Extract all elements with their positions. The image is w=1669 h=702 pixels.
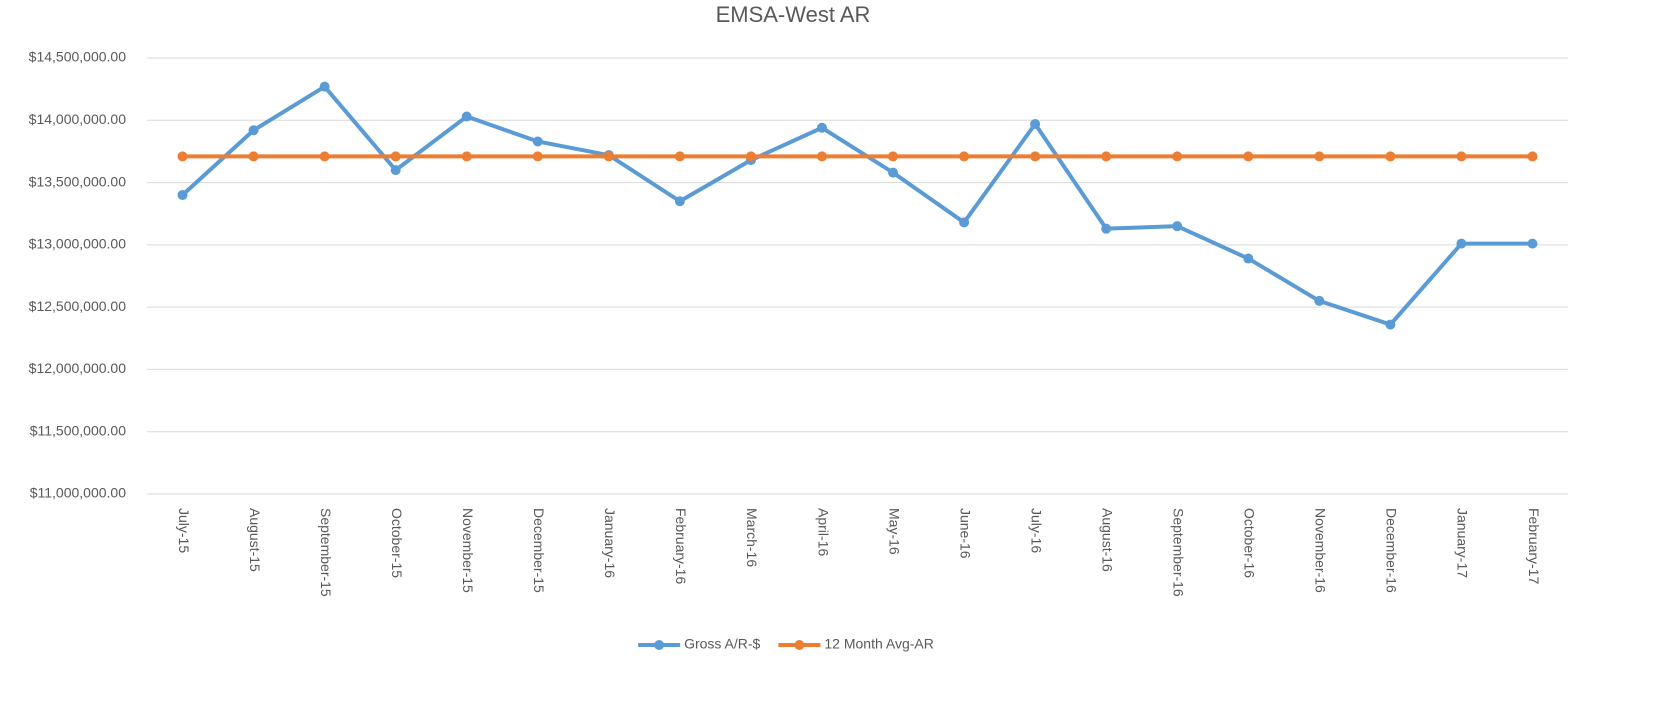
x-tick-label: August-16 [1099, 508, 1115, 572]
point [1385, 151, 1396, 162]
x-tick-label: December-16 [1384, 508, 1400, 593]
point [1030, 151, 1041, 162]
point [1030, 119, 1041, 130]
x-tick-label: July-15 [176, 508, 192, 553]
point [1243, 151, 1254, 162]
point [959, 151, 970, 162]
legend-marker [654, 640, 665, 650]
point [1527, 151, 1538, 162]
y-tick-label: $14,000,000.00 [29, 111, 127, 127]
y-tick-label: $11,000,000.00 [30, 485, 126, 501]
y-tick-label: $13,500,000.00 [29, 173, 127, 189]
point [888, 151, 899, 162]
point [532, 136, 543, 147]
point [319, 81, 330, 92]
point [745, 151, 756, 162]
x-tick-label: April-16 [815, 508, 831, 556]
y-tick-label: $12,000,000.00 [29, 360, 127, 376]
point [1314, 151, 1325, 162]
point [390, 151, 401, 162]
point [177, 190, 188, 201]
x-tick-label: January-16 [602, 508, 618, 578]
x-tick-label: September-15 [318, 508, 334, 597]
x-tick-label: February-17 [1526, 508, 1542, 584]
point [461, 151, 472, 162]
point [1101, 151, 1112, 162]
x-tick-label: March-16 [744, 508, 760, 567]
x-tick-label: October-16 [1242, 508, 1258, 578]
point [1172, 151, 1183, 162]
x-tick-label: December-15 [531, 508, 547, 593]
y-tick-label: $12,500,000.00 [29, 298, 127, 314]
point [674, 151, 685, 162]
point [1456, 238, 1467, 249]
x-tick-label: January-17 [1455, 508, 1471, 578]
point [888, 167, 899, 178]
x-tick-label: July-16 [1028, 508, 1044, 553]
series-line [181, 84, 1533, 327]
point [461, 111, 472, 122]
chart-title: EMSA-West AR [716, 2, 871, 27]
point [816, 122, 827, 133]
legend-marker [794, 640, 805, 650]
point [959, 217, 970, 228]
legend-label: 12 Month Avg-AR [824, 636, 933, 652]
legend-label: Gross A/R-$ [684, 636, 760, 652]
x-tick-label: October-15 [389, 508, 405, 578]
point [1385, 319, 1396, 330]
x-tick-label: May-16 [886, 508, 902, 555]
point [603, 151, 614, 162]
point [177, 151, 188, 162]
point [1243, 253, 1254, 264]
point [816, 151, 827, 162]
x-tick-label: September-16 [1171, 508, 1187, 597]
point [532, 151, 543, 162]
x-tick-label: November-16 [1313, 508, 1329, 593]
point [674, 196, 685, 207]
x-tick-label: February-16 [673, 508, 689, 584]
x-tick-label: June-16 [957, 508, 973, 559]
y-tick-label: $11,500,000.00 [30, 422, 126, 438]
point [1172, 221, 1183, 232]
x-tick-label: November-15 [460, 508, 476, 593]
point [319, 151, 330, 162]
point [248, 125, 259, 136]
point [390, 165, 401, 176]
point [1314, 295, 1325, 306]
x-tick-label: August-15 [247, 508, 263, 572]
y-tick-label: $14,500,000.00 [29, 49, 127, 65]
point [1527, 238, 1538, 249]
point [1101, 223, 1112, 234]
point [248, 151, 259, 162]
y-tick-label: $13,000,000.00 [29, 236, 127, 252]
point [1456, 151, 1467, 162]
